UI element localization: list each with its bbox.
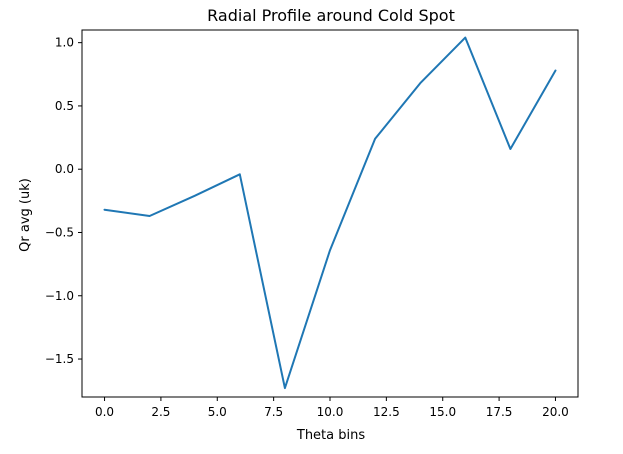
x-axis-label: Theta bins <box>296 428 365 443</box>
y-tick-label: −1.0 <box>45 289 74 303</box>
x-tick-label: 0.0 <box>95 405 114 419</box>
y-tick-label: −1.5 <box>45 352 74 366</box>
y-tick-label: −0.5 <box>45 225 74 239</box>
y-axis: −1.5 −1.0 −0.5 0.0 0.5 1.0 <box>45 36 82 366</box>
x-tick-label: 12.5 <box>373 405 400 419</box>
x-tick-label: 7.5 <box>264 405 283 419</box>
x-tick-label: 2.5 <box>151 405 170 419</box>
x-tick-label: 5.0 <box>208 405 227 419</box>
chart-title: Radial Profile around Cold Spot <box>207 6 455 25</box>
x-axis: 0.0 2.5 5.0 7.5 10.0 12.5 15.0 17.5 20.0 <box>95 397 569 419</box>
y-tick-label: 0.0 <box>55 162 74 176</box>
x-tick-label: 15.0 <box>429 405 456 419</box>
y-tick-label: 0.5 <box>55 99 74 113</box>
x-tick-label: 10.0 <box>317 405 344 419</box>
x-tick-label: 20.0 <box>542 405 569 419</box>
series-line <box>103 36 557 390</box>
x-tick-label: 17.5 <box>486 405 513 419</box>
y-tick-label: 1.0 <box>55 36 74 50</box>
y-axis-label: Qr avg (uk) <box>18 178 33 252</box>
